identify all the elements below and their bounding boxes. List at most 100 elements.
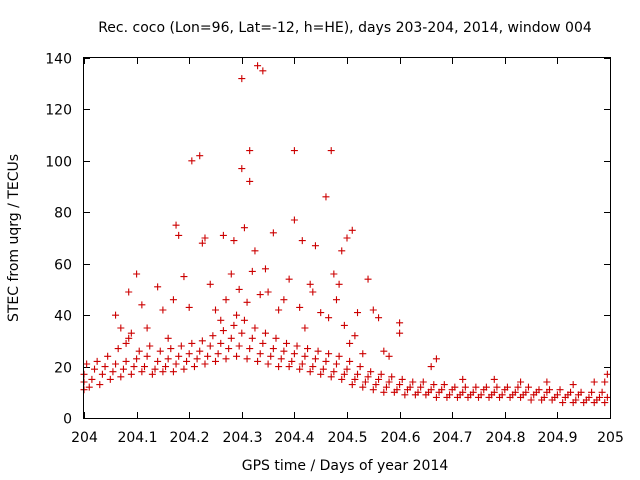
data-point <box>209 332 217 340</box>
data-point <box>264 288 272 296</box>
data-point <box>290 216 298 224</box>
data-point <box>162 363 170 371</box>
data-point <box>319 365 327 373</box>
data-point <box>277 355 285 363</box>
data-point <box>498 391 506 399</box>
x-tick-label: 204.3 <box>222 430 262 446</box>
data-point <box>206 342 214 350</box>
data-point <box>133 270 141 278</box>
data-point <box>259 339 267 347</box>
data-point <box>588 388 596 396</box>
data-point <box>169 296 177 304</box>
data-point <box>380 388 388 396</box>
data-point <box>301 352 309 360</box>
data-point <box>367 368 375 376</box>
data-point <box>382 383 390 391</box>
x-tick-label: 204.6 <box>380 430 420 446</box>
data-point <box>325 314 333 322</box>
data-point <box>490 388 498 396</box>
data-point <box>238 329 246 337</box>
data-point <box>396 381 404 389</box>
data-point <box>196 347 204 355</box>
data-point <box>156 347 164 355</box>
data-point <box>317 309 325 317</box>
data-point <box>490 375 498 383</box>
data-point <box>222 355 230 363</box>
data-point <box>114 345 122 353</box>
data-point <box>256 350 264 358</box>
data-point <box>151 365 159 373</box>
data-point <box>227 270 235 278</box>
data-point <box>306 368 314 376</box>
y-tick-label: 120 <box>45 103 72 119</box>
data-point <box>293 342 301 350</box>
data-point <box>309 363 317 371</box>
data-point <box>317 370 325 378</box>
y-tick-label: 0 <box>63 412 72 428</box>
data-point <box>524 383 532 391</box>
chart-title: Rec. coco (Lon=96, Lat=-12, h=HE), days … <box>98 20 592 36</box>
data-point <box>603 370 611 378</box>
data-point <box>351 375 359 383</box>
data-point <box>364 373 372 381</box>
data-point <box>375 375 383 383</box>
x-tick-label: 204.8 <box>485 430 525 446</box>
data-point <box>154 357 162 365</box>
x-tick-label: 204.4 <box>274 430 314 446</box>
data-point <box>340 370 348 378</box>
data-point <box>261 265 269 273</box>
data-point <box>427 386 435 394</box>
data-point <box>393 386 401 394</box>
data-point <box>603 393 611 401</box>
data-point <box>117 324 125 332</box>
data-point <box>569 381 577 389</box>
data-point <box>396 319 404 327</box>
data-point <box>206 280 214 288</box>
data-point <box>251 247 259 255</box>
data-point <box>409 378 417 386</box>
x-tick-label: 204.5 <box>327 430 367 446</box>
data-point <box>427 363 435 371</box>
data-point <box>109 368 117 376</box>
data-point <box>193 355 201 363</box>
data-point <box>275 306 283 314</box>
data-point <box>272 334 280 342</box>
data-point <box>288 357 296 365</box>
data-point <box>343 365 351 373</box>
data-point <box>301 324 309 332</box>
data-point <box>93 357 101 365</box>
data-point <box>217 339 225 347</box>
data-point <box>233 352 241 360</box>
data-point <box>364 275 372 283</box>
data-point <box>304 345 312 353</box>
data-point <box>246 345 254 353</box>
data-point <box>212 357 219 365</box>
data-point <box>577 388 585 396</box>
data-point <box>180 273 188 281</box>
data-point <box>175 231 183 239</box>
data-point <box>290 147 298 155</box>
data-point <box>432 393 440 401</box>
data-point <box>311 355 319 363</box>
data-point <box>177 342 185 350</box>
data-point <box>269 345 277 353</box>
data-point <box>325 350 333 358</box>
data-point <box>346 357 354 365</box>
data-point <box>601 399 609 407</box>
data-point <box>482 383 490 391</box>
data-point <box>356 363 364 371</box>
data-point <box>127 329 135 337</box>
data-point <box>175 352 183 360</box>
data-point <box>91 365 99 373</box>
data-point <box>185 350 193 358</box>
data-point <box>332 296 340 304</box>
data-point <box>238 75 246 83</box>
data-point <box>267 352 275 360</box>
data-point <box>196 152 204 160</box>
data-point <box>240 316 248 324</box>
data-point <box>125 288 133 296</box>
data-point <box>248 267 256 275</box>
data-point <box>322 357 330 365</box>
data-point <box>217 316 225 324</box>
y-tick-label: 60 <box>54 258 72 274</box>
